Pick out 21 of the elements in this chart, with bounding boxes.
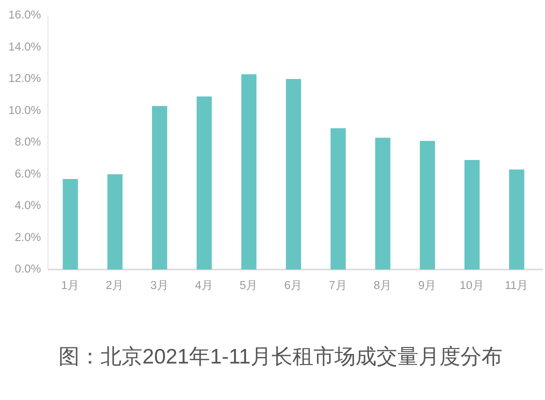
x-tick-label: 4月 [195, 279, 214, 292]
y-tick-label: 16.0% [8, 10, 41, 22]
x-tick-label: 7月 [328, 279, 348, 292]
x-tick-label: 5月 [240, 279, 258, 292]
y-tick-label: 10.0% [8, 104, 41, 117]
y-tick-label: 12.0% [8, 73, 41, 85]
x-tick-label: 8月 [374, 279, 392, 292]
y-tick-label: 8.0% [14, 136, 41, 148]
x-tick-label: 3月 [150, 279, 169, 292]
text: 图：北京2021年1-11月长租市场成交量月度分布 [58, 346, 503, 368]
y-tick-label: 0.0% [14, 264, 41, 276]
y-tick-label: 2.0% [14, 232, 41, 244]
x-tick-label: 10月 [460, 279, 484, 292]
x-tick-label: 9月 [418, 279, 437, 292]
x-tick-label: 2月 [106, 279, 124, 292]
x-tick-label: 6月 [284, 279, 303, 292]
x-tick-label: 11月 [504, 279, 529, 292]
x-tick-label: 1月 [61, 279, 80, 292]
y-tick-label: 14.0% [8, 41, 41, 54]
y-tick-label: 4.0% [14, 200, 41, 212]
y-tick-label: 6.0% [14, 168, 41, 180]
